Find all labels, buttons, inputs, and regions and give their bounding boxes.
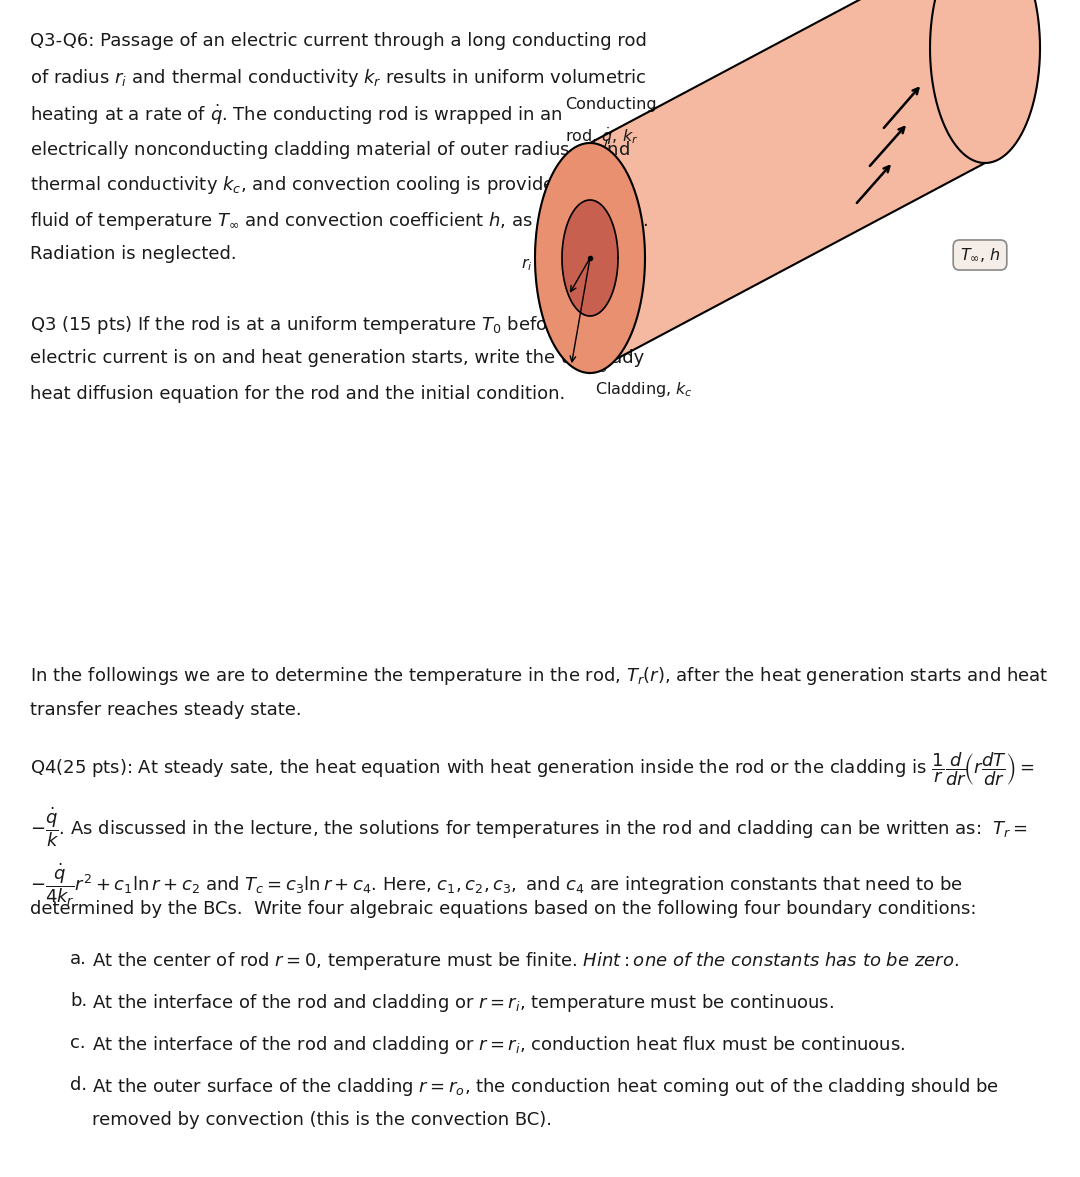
Text: of radius $r_i$ and thermal conductivity $k_r$ results in uniform volumetric: of radius $r_i$ and thermal conductivity… — [30, 67, 647, 89]
Text: $-\dfrac{\dot{q}}{4k_r}r^2 + c_1 \ln r + c_2$ and $T_c = c_3 \ln r + c_4$. Here,: $-\dfrac{\dot{q}}{4k_r}r^2 + c_1 \ln r +… — [30, 860, 963, 907]
Text: removed by convection (this is the convection BC).: removed by convection (this is the conve… — [92, 1111, 552, 1129]
Text: determined by the BCs.  Write four algebraic equations based on the following fo: determined by the BCs. Write four algebr… — [30, 899, 976, 918]
Text: heating at a rate of $\dot{q}$. The conducting rod is wrapped in an: heating at a rate of $\dot{q}$. The cond… — [30, 102, 563, 127]
Text: Conducting: Conducting — [565, 97, 657, 112]
Text: electric current is on and heat generation starts, write the unsteady: electric current is on and heat generati… — [30, 350, 645, 367]
Text: $T_\infty$, $h$: $T_\infty$, $h$ — [960, 246, 1000, 264]
Text: a.: a. — [70, 950, 87, 967]
Text: fluid of temperature $T_\infty$ and convection coefficient $h$, as shown here.: fluid of temperature $T_\infty$ and conv… — [30, 210, 648, 232]
Text: Q4(25 pts): At steady sate, the heat equation with heat generation inside the ro: Q4(25 pts): At steady sate, the heat equ… — [30, 750, 1035, 787]
Text: At the interface of the rod and cladding or $r = r_i$, temperature must be conti: At the interface of the rod and cladding… — [92, 992, 834, 1013]
Text: Q3 (15 pts) If the rod is at a uniform temperature $T_0$ before the: Q3 (15 pts) If the rod is at a uniform t… — [30, 314, 602, 335]
Text: $r_o$: $r_o$ — [593, 358, 607, 374]
Text: At the interface of the rod and cladding or $r = r_i$, conduction heat flux must: At the interface of the rod and cladding… — [92, 1033, 905, 1056]
Text: c.: c. — [70, 1033, 85, 1051]
Text: transfer reaches steady state.: transfer reaches steady state. — [30, 700, 302, 719]
Polygon shape — [590, 0, 985, 373]
Polygon shape — [930, 0, 1040, 162]
Text: Q3-Q6: Passage of an electric current through a long conducting rod: Q3-Q6: Passage of an electric current th… — [30, 32, 647, 49]
Text: $-\dfrac{\dot{q}}{k}$. As discussed in the lecture, the solutions for temperatur: $-\dfrac{\dot{q}}{k}$. As discussed in t… — [30, 805, 1028, 850]
Text: Radiation is neglected.: Radiation is neglected. — [30, 245, 237, 264]
Text: At the center of rod $r = 0$, temperature must be finite. $\mathit{Hint: one\ of: At the center of rod $r = 0$, temperatur… — [92, 950, 959, 972]
Text: thermal conductivity $k_c$, and convection cooling is provided by a: thermal conductivity $k_c$, and convecti… — [30, 174, 610, 197]
Text: $r_i$: $r_i$ — [522, 257, 534, 273]
Text: Cladding, $k_c$: Cladding, $k_c$ — [595, 380, 693, 399]
Polygon shape — [535, 142, 645, 373]
Text: heat diffusion equation for the rod and the initial condition.: heat diffusion equation for the rod and … — [30, 385, 566, 403]
Polygon shape — [562, 200, 618, 315]
Text: In the followings we are to determine the temperature in the rod, $T_r(r)$, afte: In the followings we are to determine th… — [30, 665, 1049, 687]
Text: b.: b. — [70, 992, 87, 1010]
Text: rod, $\dot{q}$, $k_r$: rod, $\dot{q}$, $k_r$ — [565, 126, 638, 147]
Text: electrically nonconducting cladding material of outer radius $r_o$ and: electrically nonconducting cladding mate… — [30, 139, 631, 160]
Text: d.: d. — [70, 1076, 87, 1093]
Text: At the outer surface of the cladding $r = r_o$, the conduction heat coming out o: At the outer surface of the cladding $r … — [92, 1076, 999, 1098]
